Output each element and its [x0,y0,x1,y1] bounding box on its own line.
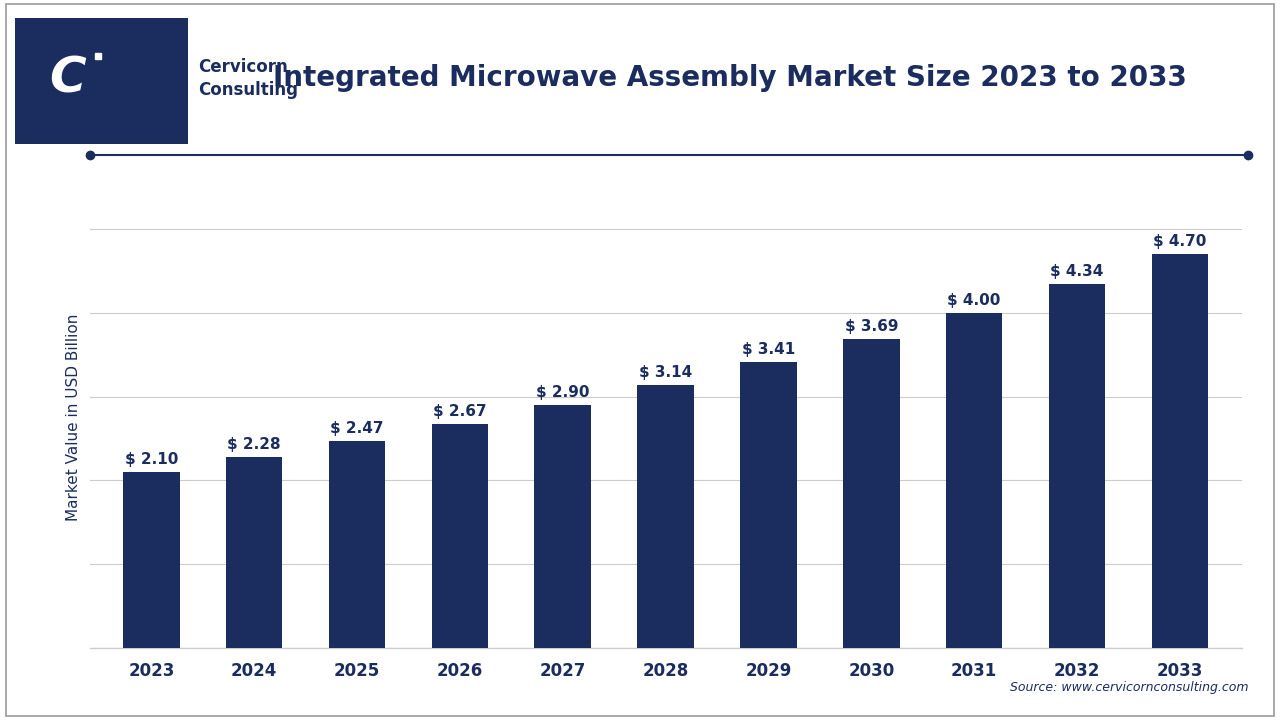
Text: $ 2.28: $ 2.28 [228,437,282,452]
Bar [431,424,488,648]
Bar [1152,254,1208,648]
Bar [1048,284,1106,648]
Bar [535,405,591,648]
Y-axis label: Market Value in USD Billion: Market Value in USD Billion [67,314,81,521]
Text: $ 2.90: $ 2.90 [536,385,590,400]
Bar [225,457,283,648]
Text: $ 3.69: $ 3.69 [845,319,899,334]
Bar [123,472,179,648]
Text: $ 4.34: $ 4.34 [1051,264,1103,279]
Text: $ 4.00: $ 4.00 [947,293,1001,308]
Text: $ 3.41: $ 3.41 [742,342,795,357]
Text: $ 4.70: $ 4.70 [1153,234,1207,249]
Text: C: C [49,55,86,102]
Bar [637,385,694,648]
Text: Integrated Microwave Assembly Market Size 2023 to 2033: Integrated Microwave Assembly Market Siz… [273,65,1187,92]
Bar [844,339,900,648]
Text: $ 2.67: $ 2.67 [433,404,486,419]
Bar [946,313,1002,648]
FancyBboxPatch shape [15,18,188,144]
Bar [329,441,385,648]
Text: Source: www.cervicornconsulting.com: Source: www.cervicornconsulting.com [1010,681,1248,694]
Text: $ 2.47: $ 2.47 [330,421,384,436]
Text: $ 3.14: $ 3.14 [639,365,692,380]
Text: Cervicorn
Consulting: Cervicorn Consulting [198,58,298,99]
Bar [740,362,796,648]
Text: $ 2.10: $ 2.10 [124,452,178,467]
